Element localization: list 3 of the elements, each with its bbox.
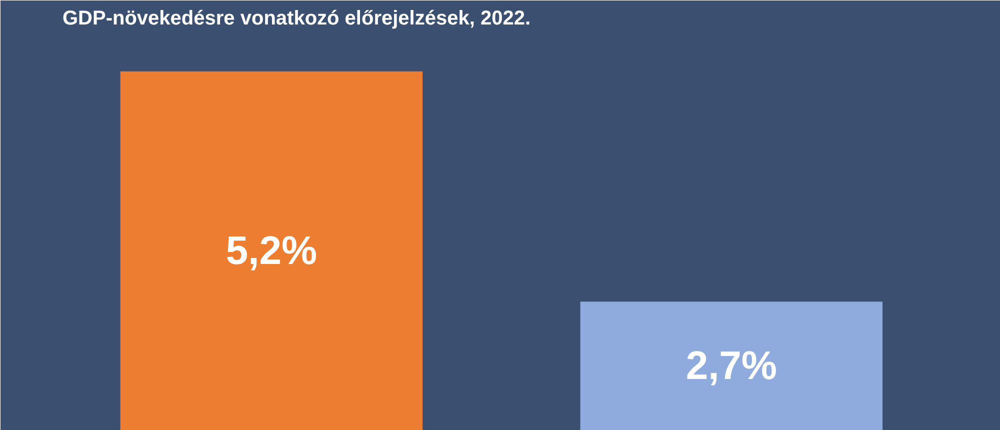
data-label: 5,2% <box>226 228 318 273</box>
chart-title: GDP-növekedésre vonatkozó előrejelzések, 2022. <box>62 8 530 30</box>
data-label: 2,7% <box>686 344 777 388</box>
